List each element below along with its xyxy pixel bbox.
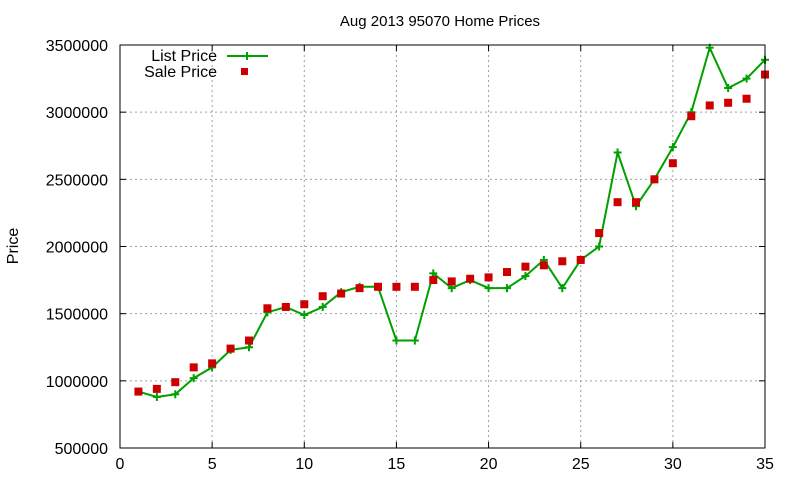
sale-price-point: [503, 268, 511, 277]
y-tick-label: 1000000: [46, 374, 108, 391]
list-price-point: [189, 374, 198, 383]
sale-price-point: [337, 289, 346, 298]
sale-price-point: [355, 284, 364, 293]
x-tick-label: 35: [756, 456, 774, 473]
sale-price-point: [705, 101, 714, 110]
x-tick-label: 25: [572, 456, 590, 473]
list-price-point: [447, 284, 456, 293]
legend-marker-sale-price: [241, 68, 248, 75]
legend-label-sale-price: Sale Price: [144, 64, 217, 81]
sale-price-point: [724, 98, 733, 107]
sale-price-point: [245, 336, 253, 345]
sale-price-point: [613, 198, 622, 207]
list-price-point: [152, 392, 161, 401]
sale-price-point: [576, 255, 585, 264]
y-axis-tick-labels: 500000 1000000 1500000 2000000 2500000 300000…: [46, 38, 108, 458]
x-tick-label: 0: [116, 456, 125, 473]
sale-price-point: [668, 159, 677, 168]
sale-price-point: [410, 282, 419, 291]
sale-price-point: [687, 112, 696, 121]
list-price-point: [742, 74, 751, 83]
sale-price-point: [171, 378, 180, 387]
sale-price-point: [281, 302, 290, 311]
sale-price-point: [152, 384, 161, 393]
list-price-point: [724, 83, 733, 92]
plot-border: [119, 44, 766, 449]
series-marks: [134, 43, 769, 401]
list-price-point: [613, 148, 622, 157]
list-price-point: [300, 311, 309, 320]
gridlines: [120, 45, 765, 448]
sale-price-point: [650, 175, 659, 184]
sale-price-point: [742, 94, 751, 103]
y-axis-label: Price: [5, 228, 22, 265]
sale-price-point: [466, 274, 475, 283]
x-tick-label: 5: [208, 456, 217, 473]
legend: List Price Sale Price: [144, 48, 268, 81]
sale-price-point: [539, 261, 548, 270]
x-axis-tick-labels: 0 5 10 15 20 25 30 35: [116, 456, 774, 473]
list-price-point: [171, 390, 180, 399]
legend-cross: [243, 52, 251, 60]
sale-price-point: [226, 344, 235, 353]
sale-price-point: [318, 292, 327, 301]
chart-title: Aug 2013 95070 Home Prices: [340, 13, 540, 30]
sale-price-point: [189, 363, 198, 372]
sale-price-point: [447, 277, 456, 286]
list-price-point: [410, 336, 419, 345]
sale-price-point: [632, 198, 640, 207]
x-tick-label: 15: [388, 456, 406, 473]
sale-price-point: [134, 387, 143, 396]
x-tick-label: 30: [664, 456, 682, 473]
sale-price-point: [595, 229, 604, 238]
legend-label-list-price: List Price: [151, 48, 217, 65]
y-tick-label: 2000000: [46, 240, 108, 257]
sale-price-point: [521, 262, 530, 271]
sale-price-point: [374, 282, 382, 291]
sale-price-point: [558, 257, 567, 266]
y-tick-label: 1500000: [46, 307, 108, 324]
list-price-point: [429, 269, 438, 278]
list-price-point: [668, 143, 677, 152]
sale-price-point: [208, 359, 217, 368]
x-tick-label: 20: [480, 456, 498, 473]
list-price-point: [558, 284, 567, 293]
list-price-point: [521, 272, 530, 281]
legend-marker-list-price: [243, 52, 251, 60]
sale-price-point: [484, 273, 493, 282]
list-price-point: [318, 302, 327, 311]
list-price-point: [392, 336, 401, 345]
list-price-point: [245, 343, 253, 352]
sale-price-point: [263, 304, 272, 313]
y-tick-label: 2500000: [46, 172, 108, 189]
y-tick-label: 500000: [55, 441, 108, 458]
y-tick-label: 3000000: [46, 105, 108, 122]
list-price-point: [595, 242, 604, 251]
list-price-point: [484, 284, 493, 293]
sale-price-point: [392, 282, 401, 291]
y-tick-label: 3500000: [46, 38, 108, 55]
sale-price-point: [300, 300, 309, 309]
sale-price-point: [429, 276, 438, 285]
x-tick-label: 10: [295, 456, 313, 473]
list-price-point: [503, 284, 511, 293]
